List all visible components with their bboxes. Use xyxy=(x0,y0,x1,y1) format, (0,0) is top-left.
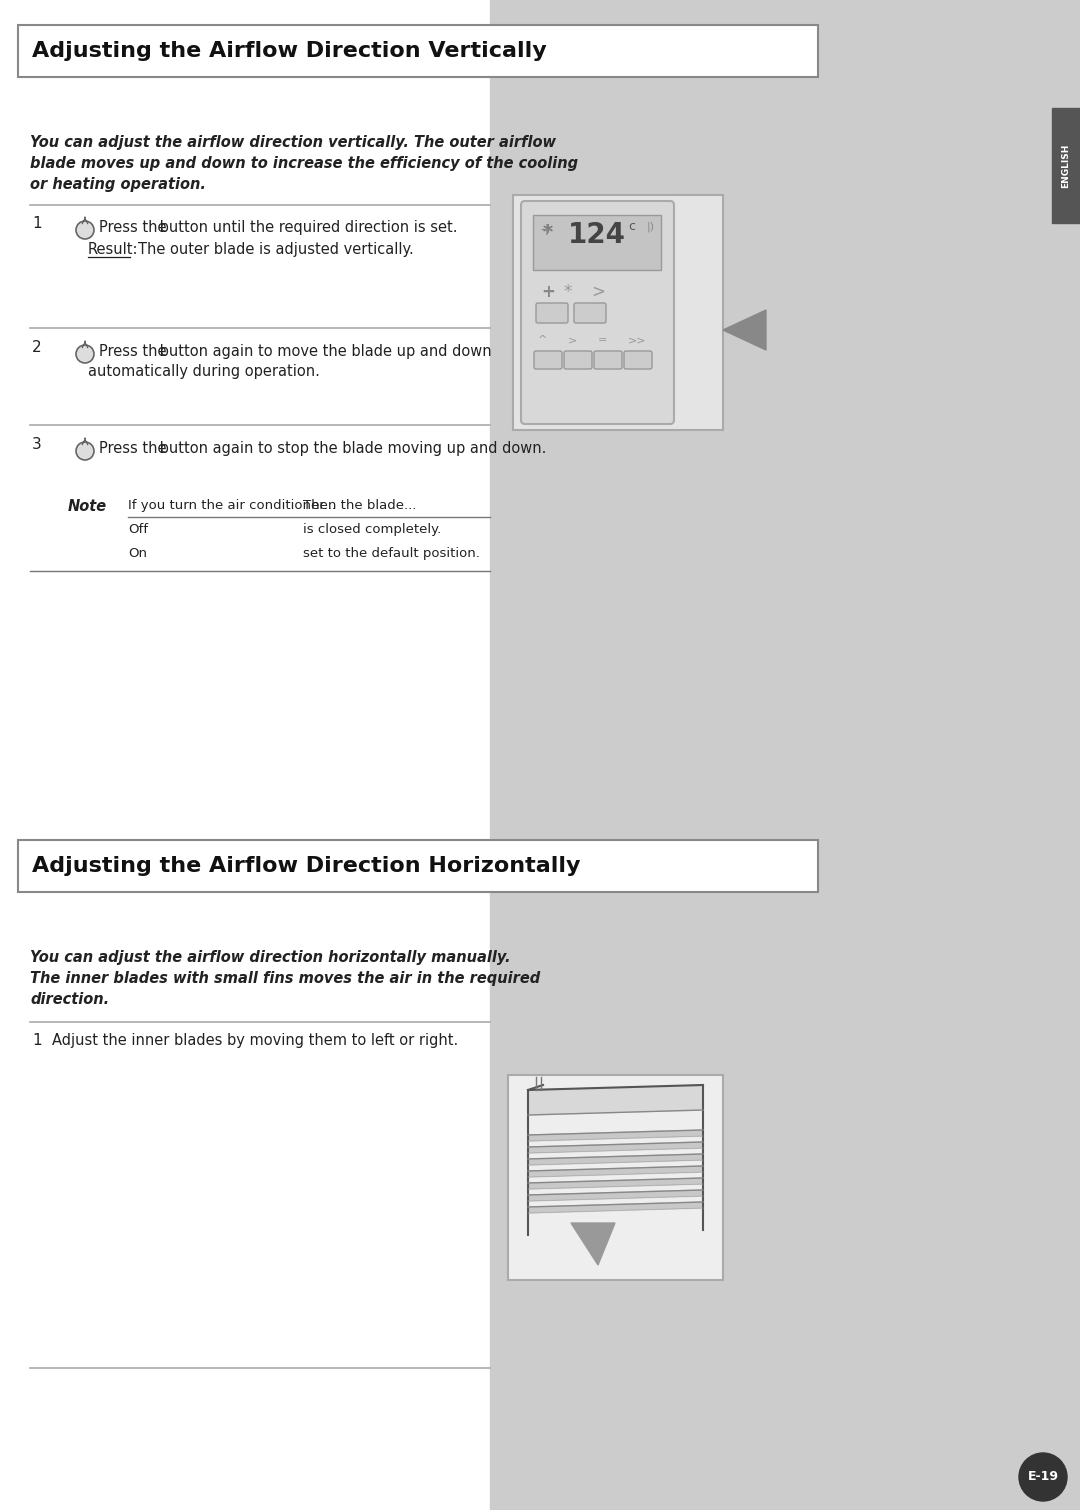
Text: Note: Note xyxy=(68,498,107,513)
Text: is closed completely.: is closed completely. xyxy=(303,522,442,536)
Text: The inner blades with small fins moves the air in the required: The inner blades with small fins moves t… xyxy=(30,971,540,986)
Text: >: > xyxy=(568,335,577,344)
Text: *: * xyxy=(543,223,553,242)
Text: |): |) xyxy=(647,220,654,231)
Text: Press the: Press the xyxy=(99,441,166,456)
Text: Press the: Press the xyxy=(99,220,166,236)
Polygon shape xyxy=(528,1166,703,1176)
FancyBboxPatch shape xyxy=(534,350,562,368)
FancyBboxPatch shape xyxy=(18,26,818,77)
Bar xyxy=(513,195,723,430)
Polygon shape xyxy=(528,1142,703,1154)
FancyBboxPatch shape xyxy=(624,350,652,368)
FancyBboxPatch shape xyxy=(573,304,606,323)
Text: or heating operation.: or heating operation. xyxy=(30,177,206,192)
Text: Adjusting the Airflow Direction Vertically: Adjusting the Airflow Direction Vertical… xyxy=(32,41,546,60)
FancyBboxPatch shape xyxy=(18,840,818,892)
Circle shape xyxy=(76,220,94,239)
Text: button until the required direction is set.: button until the required direction is s… xyxy=(156,220,458,236)
Polygon shape xyxy=(528,1154,703,1166)
Text: 2: 2 xyxy=(32,340,42,355)
Text: Then the blade...: Then the blade... xyxy=(303,498,417,512)
Text: 3: 3 xyxy=(32,436,42,451)
Text: set to the default position.: set to the default position. xyxy=(303,547,480,560)
FancyBboxPatch shape xyxy=(564,350,592,368)
Bar xyxy=(534,214,661,270)
Text: The outer blade is adjusted vertically.: The outer blade is adjusted vertically. xyxy=(138,242,414,257)
Text: *: * xyxy=(563,282,571,300)
Text: You can adjust the airflow direction vertically. The outer airflow: You can adjust the airflow direction ver… xyxy=(30,134,556,149)
Polygon shape xyxy=(528,1202,703,1213)
FancyBboxPatch shape xyxy=(536,304,568,323)
Bar xyxy=(1052,109,1080,223)
Polygon shape xyxy=(571,1223,615,1265)
Text: Off: Off xyxy=(129,522,148,536)
Polygon shape xyxy=(528,1129,703,1142)
Text: >>: >> xyxy=(627,335,647,344)
Polygon shape xyxy=(528,1190,703,1200)
Text: E-19: E-19 xyxy=(1027,1471,1058,1483)
Text: button again to move the blade up and down: button again to move the blade up and do… xyxy=(156,344,491,359)
Text: You can adjust the airflow direction horizontally manually.: You can adjust the airflow direction hor… xyxy=(30,950,511,965)
Text: Adjust the inner blades by moving them to left or right.: Adjust the inner blades by moving them t… xyxy=(52,1033,458,1048)
Text: Adjusting the Airflow Direction Horizontally: Adjusting the Airflow Direction Horizont… xyxy=(32,856,581,876)
FancyBboxPatch shape xyxy=(594,350,622,368)
Bar xyxy=(508,1075,723,1280)
Text: ENGLISH: ENGLISH xyxy=(1062,143,1070,187)
Text: 1: 1 xyxy=(32,1033,42,1048)
Text: automatically during operation.: automatically during operation. xyxy=(87,364,320,379)
Text: +: + xyxy=(539,220,553,239)
Text: =: = xyxy=(598,335,607,344)
Text: c: c xyxy=(627,220,635,233)
Text: direction.: direction. xyxy=(30,992,109,1007)
Text: 124: 124 xyxy=(568,220,626,249)
Text: If you turn the air conditioner...: If you turn the air conditioner... xyxy=(129,498,336,512)
Bar xyxy=(490,0,1080,1510)
Text: Press the: Press the xyxy=(99,344,166,359)
Text: button again to stop the blade moving up and down.: button again to stop the blade moving up… xyxy=(156,441,546,456)
FancyBboxPatch shape xyxy=(521,201,674,424)
Circle shape xyxy=(1020,1453,1067,1501)
Circle shape xyxy=(76,344,94,362)
Polygon shape xyxy=(528,1178,703,1188)
Text: blade moves up and down to increase the efficiency of the cooling: blade moves up and down to increase the … xyxy=(30,156,578,171)
Text: +: + xyxy=(541,282,555,300)
Polygon shape xyxy=(528,1086,703,1114)
Circle shape xyxy=(76,442,94,461)
Text: ^: ^ xyxy=(538,335,548,344)
Text: 1: 1 xyxy=(32,216,42,231)
Text: Result:: Result: xyxy=(87,242,138,257)
Text: On: On xyxy=(129,547,147,560)
Polygon shape xyxy=(723,310,766,350)
Text: >: > xyxy=(591,282,605,300)
